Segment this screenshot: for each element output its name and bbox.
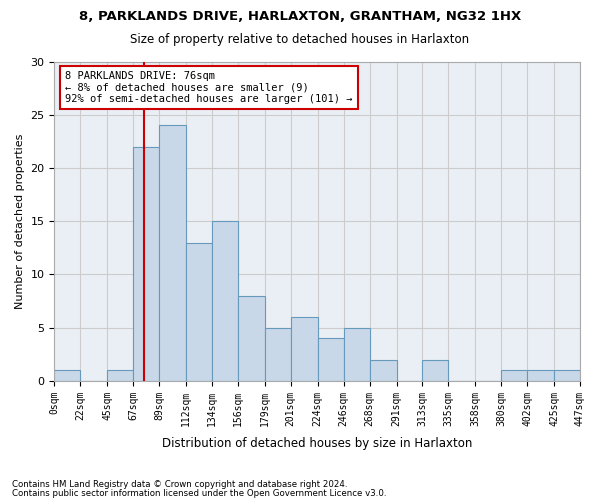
Bar [55,370,80,381]
Bar [370,360,397,381]
Y-axis label: Number of detached properties: Number of detached properties [15,134,25,309]
Bar [527,370,554,381]
Bar [501,370,527,381]
Bar [159,126,186,381]
Bar [212,221,238,381]
Bar [238,296,265,381]
Bar [186,242,212,381]
Text: 8, PARKLANDS DRIVE, HARLAXTON, GRANTHAM, NG32 1HX: 8, PARKLANDS DRIVE, HARLAXTON, GRANTHAM,… [79,10,521,23]
Bar [318,338,344,381]
X-axis label: Distribution of detached houses by size in Harlaxton: Distribution of detached houses by size … [162,437,472,450]
Bar [107,370,133,381]
Bar [554,370,580,381]
Text: 8 PARKLANDS DRIVE: 76sqm
← 8% of detached houses are smaller (9)
92% of semi-det: 8 PARKLANDS DRIVE: 76sqm ← 8% of detache… [65,71,352,104]
Text: Contains public sector information licensed under the Open Government Licence v3: Contains public sector information licen… [12,489,386,498]
Bar [291,317,318,381]
Bar [344,328,370,381]
Bar [422,360,448,381]
Bar [133,146,159,381]
Text: Contains HM Land Registry data © Crown copyright and database right 2024.: Contains HM Land Registry data © Crown c… [12,480,347,489]
Text: Size of property relative to detached houses in Harlaxton: Size of property relative to detached ho… [130,32,470,46]
Bar [265,328,291,381]
